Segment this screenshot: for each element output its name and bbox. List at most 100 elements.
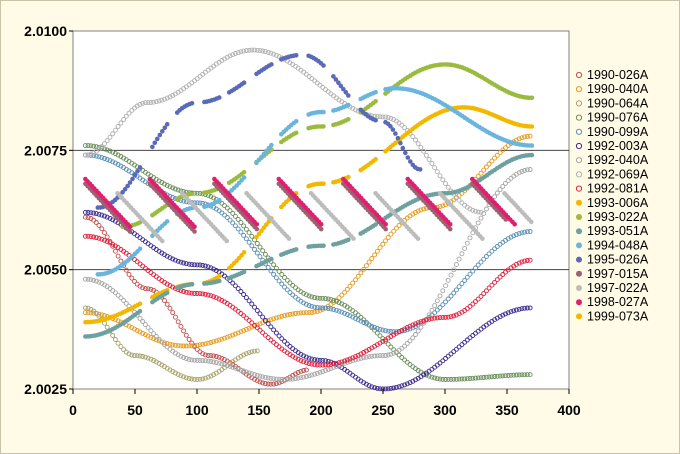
- point: [374, 248, 380, 254]
- point: [153, 99, 159, 105]
- point: [197, 200, 203, 206]
- point: [393, 329, 399, 335]
- point: [238, 49, 244, 55]
- point: [268, 50, 274, 56]
- point: [355, 317, 361, 323]
- point: [374, 114, 380, 120]
- point: [243, 295, 249, 301]
- point: [273, 376, 279, 382]
- point: [383, 386, 388, 392]
- point: [102, 230, 107, 236]
- point: [500, 147, 506, 153]
- point: [413, 210, 418, 215]
- point: [494, 277, 500, 283]
- point: [481, 291, 487, 297]
- point: [287, 280, 293, 286]
- point: [391, 350, 397, 356]
- point: [377, 245, 383, 251]
- point: [194, 291, 200, 296]
- point: [85, 233, 91, 239]
- point: [336, 300, 342, 305]
- point: [183, 261, 189, 267]
- point: [402, 326, 408, 332]
- point: [445, 277, 451, 283]
- point: [189, 281, 195, 287]
- point: [325, 296, 331, 302]
- point: [508, 309, 514, 315]
- point: [303, 367, 309, 373]
- point: [516, 136, 522, 142]
- point: [127, 180, 133, 185]
- point: [254, 378, 260, 384]
- point: [341, 86, 346, 92]
- point: [205, 374, 211, 380]
- point: [115, 340, 121, 346]
- point: [390, 127, 396, 132]
- point: [459, 200, 465, 206]
- point: [385, 328, 391, 334]
- point: [183, 332, 189, 338]
- point: [478, 259, 484, 265]
- point: [189, 340, 195, 346]
- point: [459, 251, 465, 257]
- point: [82, 209, 88, 215]
- point: [344, 357, 350, 363]
- point: [170, 256, 176, 262]
- point: [388, 124, 393, 129]
- point: [269, 142, 274, 148]
- legend-label: 1997-015A: [587, 267, 649, 281]
- point: [346, 237, 351, 243]
- point: [142, 354, 148, 360]
- point: [336, 360, 342, 366]
- point: [276, 333, 282, 339]
- point: [200, 351, 206, 357]
- point: [107, 134, 113, 140]
- point: [82, 305, 88, 311]
- point: [222, 203, 227, 209]
- point: [243, 48, 249, 54]
- point: [426, 373, 432, 379]
- point: [353, 277, 358, 283]
- point: [189, 357, 195, 363]
- point: [328, 297, 334, 303]
- x-tick-label: 200: [309, 402, 333, 418]
- legend-marker: [576, 214, 582, 220]
- point: [524, 133, 530, 139]
- point: [252, 376, 257, 382]
- point: [462, 376, 468, 382]
- series-1993-051A: [83, 152, 535, 339]
- legend-label: 1993-022A: [587, 210, 649, 224]
- point: [459, 281, 465, 287]
- point: [516, 260, 522, 266]
- point: [303, 292, 309, 298]
- point: [483, 254, 489, 259]
- point: [282, 338, 287, 344]
- point: [317, 305, 323, 311]
- point: [402, 125, 408, 131]
- point: [162, 340, 167, 346]
- point: [91, 210, 97, 216]
- point: [380, 114, 386, 120]
- point: [164, 301, 170, 307]
- point: [443, 202, 448, 208]
- point: [361, 355, 367, 361]
- point: [440, 288, 446, 294]
- point: [96, 146, 102, 152]
- point: [205, 292, 211, 298]
- point: [286, 236, 292, 241]
- point: [388, 344, 394, 350]
- point: [306, 303, 312, 308]
- legend-marker: [576, 228, 582, 235]
- point: [418, 319, 424, 325]
- point: [456, 256, 462, 262]
- point: [347, 283, 353, 289]
- point: [260, 248, 266, 254]
- point: [257, 327, 263, 333]
- point: [350, 105, 356, 111]
- point: [99, 212, 105, 218]
- point: [475, 375, 481, 381]
- point: [219, 336, 225, 342]
- point: [241, 250, 247, 255]
- point: [372, 252, 378, 258]
- point: [175, 187, 181, 193]
